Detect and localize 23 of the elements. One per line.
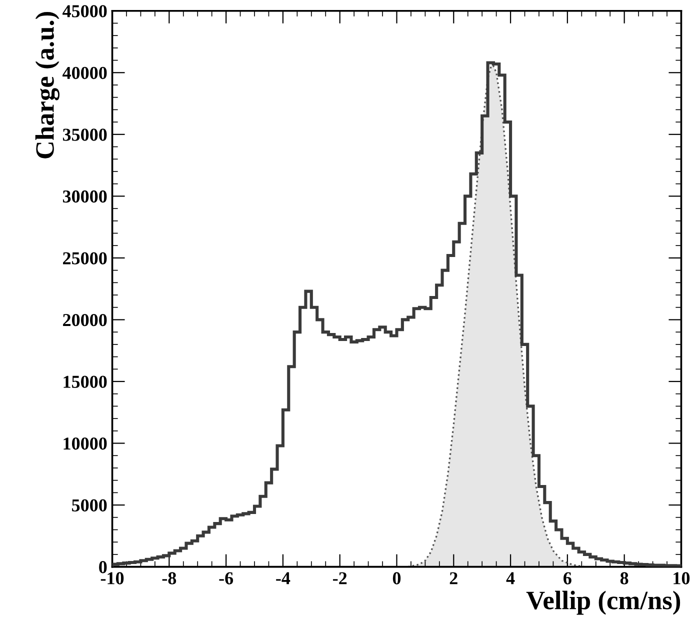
x-tick-label: -6 [219, 572, 234, 584]
y-axis-title: Charge (a.u.) [35, 12, 60, 158]
y-tick-label: 35000 [62, 128, 107, 141]
x-tick-label: -4 [276, 572, 290, 584]
x-axis-title: Vellip (cm/ns) [526, 590, 680, 615]
y-tick-label: 10000 [64, 438, 107, 450]
y-tick-label: 30000 [62, 190, 107, 203]
x-tick-label: 10 [674, 572, 690, 584]
x-tick-label: 0 [392, 572, 401, 584]
y-tick-label: 40000 [62, 66, 107, 80]
x-tick-label: 4 [506, 572, 515, 584]
y-tick-label: 5000 [72, 499, 107, 512]
x-tick-label: -8 [162, 572, 176, 584]
y-tick-label: 15000 [64, 376, 107, 388]
x-tick-label: -10 [100, 572, 124, 584]
x-tick-label: 2 [450, 572, 458, 584]
x-tick-label: 8 [620, 572, 628, 584]
y-tick-label: 0 [99, 561, 107, 574]
x-tick-label: -2 [332, 572, 347, 584]
y-tick-label: 25000 [63, 252, 107, 264]
x-tick-label: 6 [564, 572, 572, 584]
y-tick-label: 20000 [63, 314, 107, 326]
y-tick-label: 45000 [62, 5, 107, 18]
